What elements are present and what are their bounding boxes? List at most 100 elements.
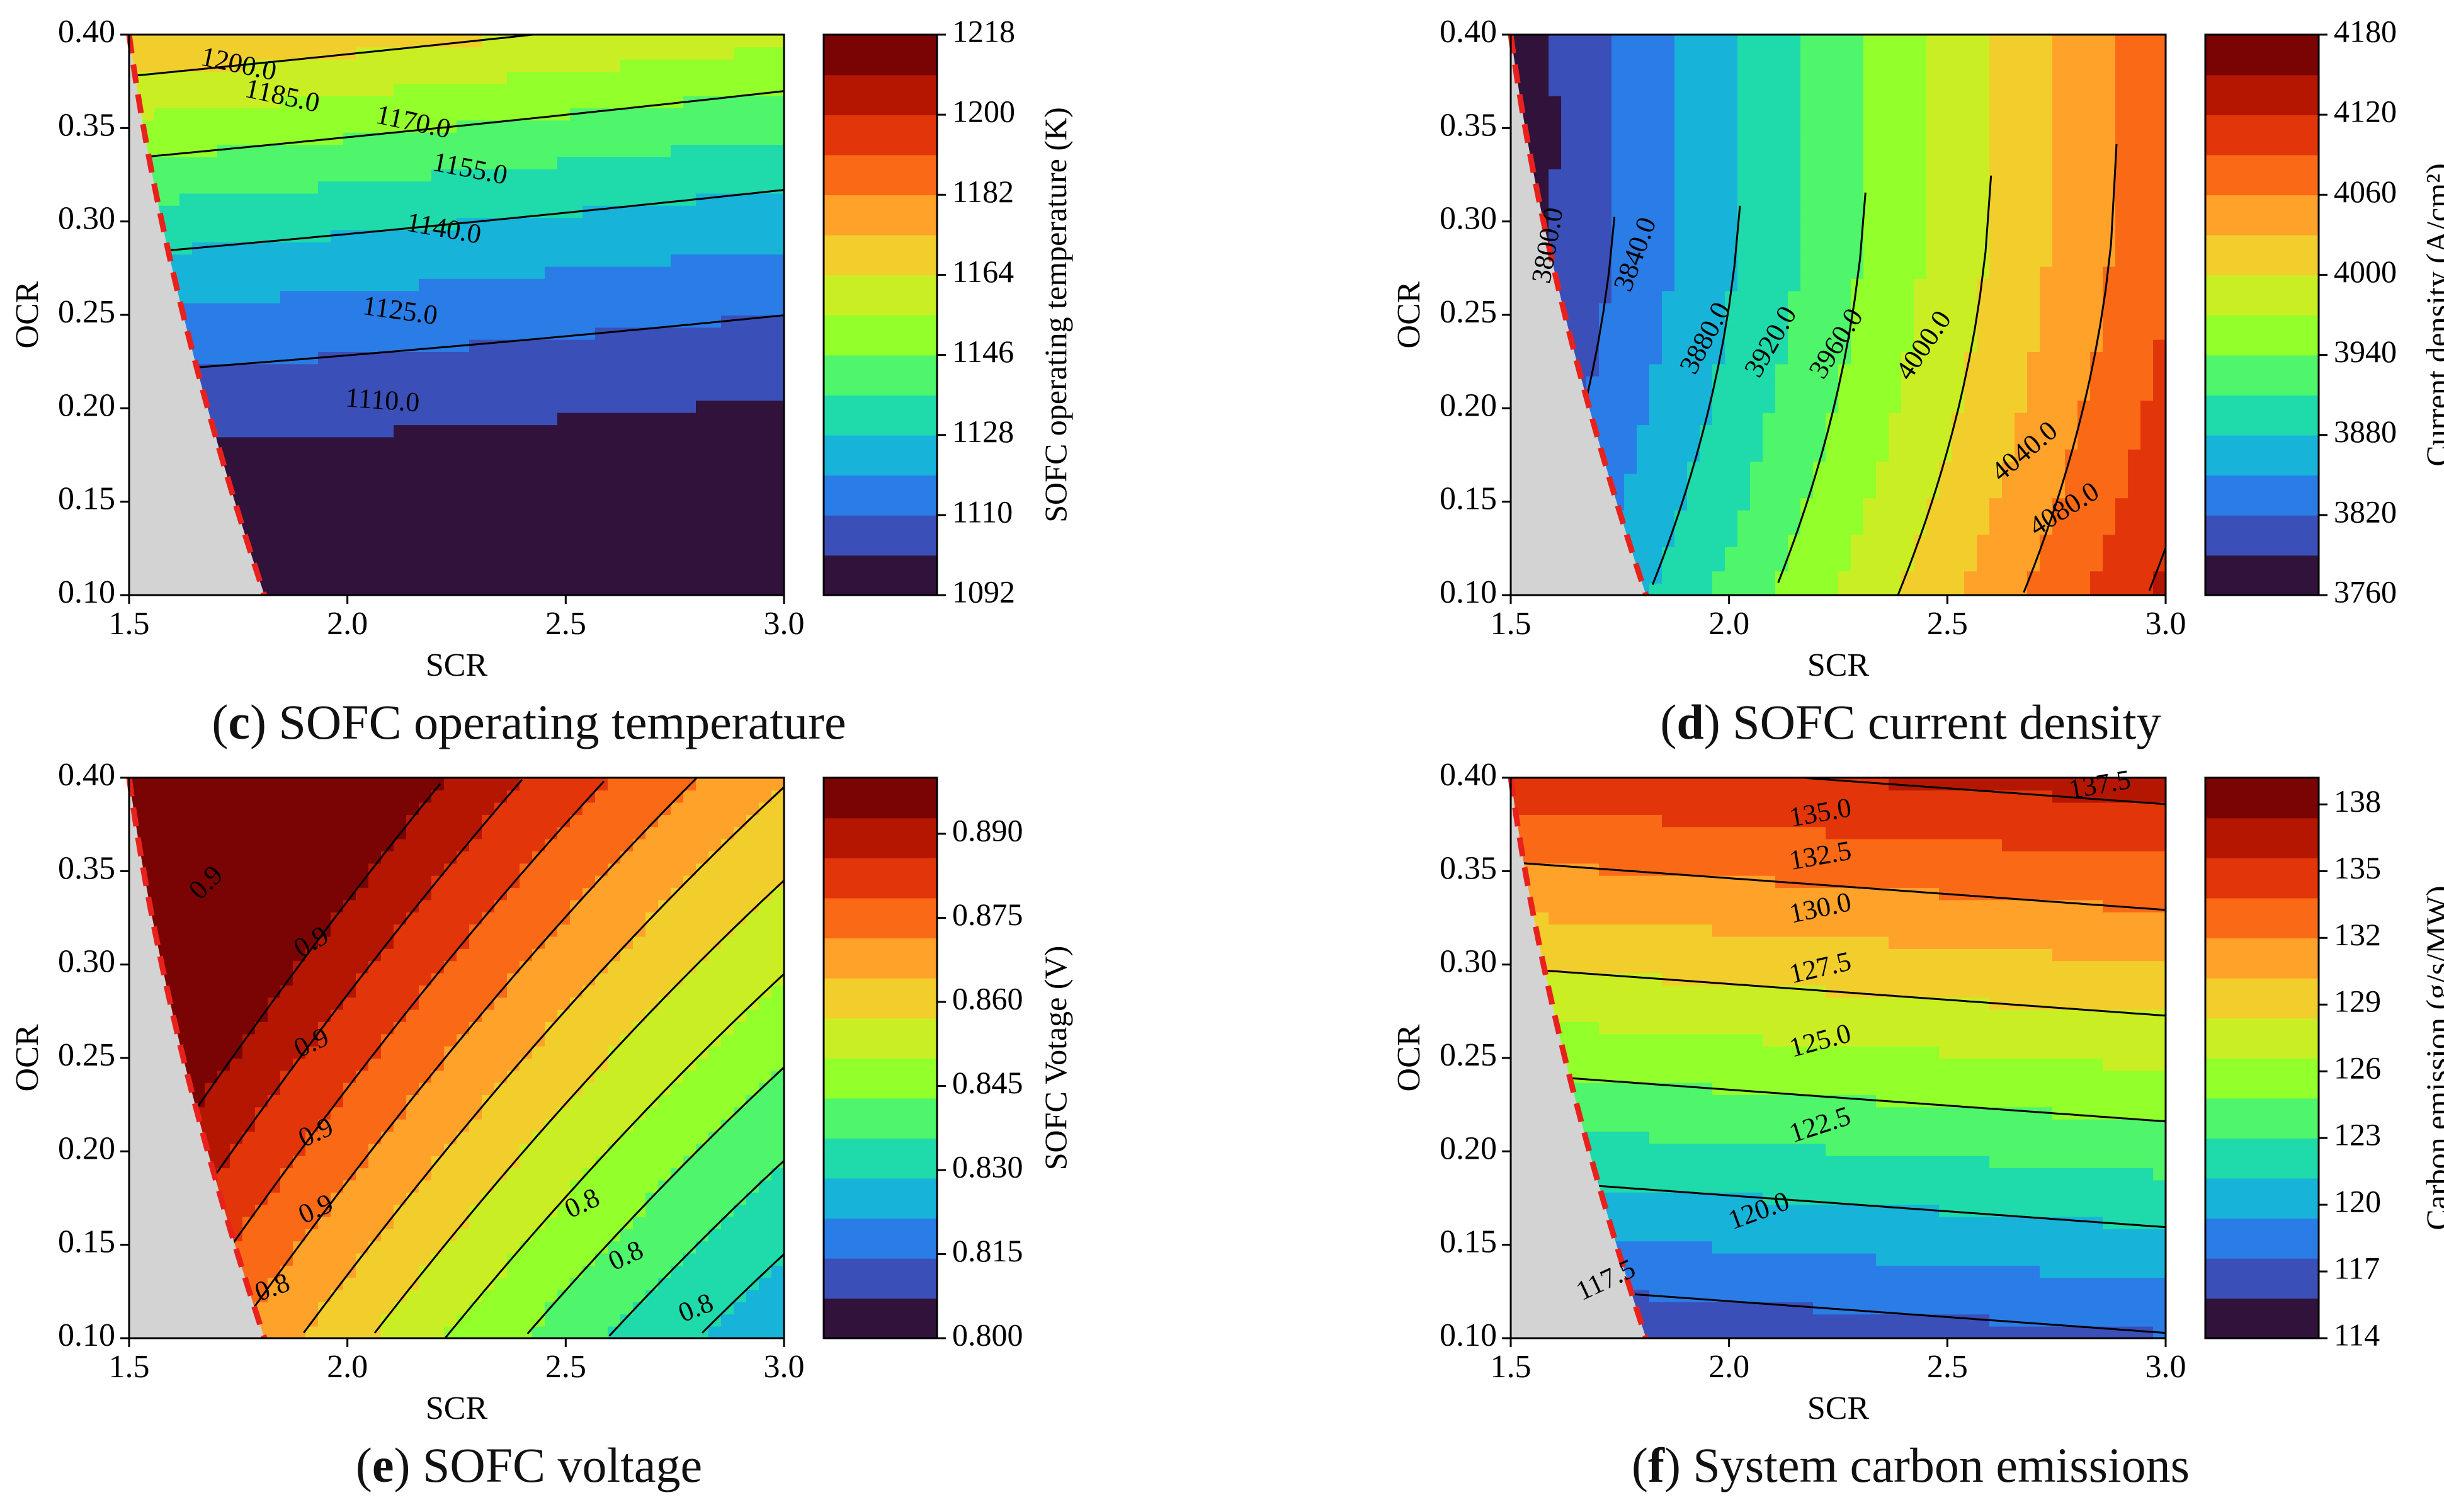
contour-cell bbox=[444, 363, 457, 377]
contour-cell bbox=[520, 156, 533, 169]
contour-cell bbox=[343, 193, 356, 206]
contour-cell bbox=[230, 290, 243, 304]
contour-cell bbox=[1687, 95, 1700, 108]
contour-cell bbox=[1800, 193, 1814, 206]
contour-cell bbox=[255, 181, 268, 194]
contour-cell bbox=[482, 571, 495, 584]
contour-cell bbox=[1964, 217, 1977, 230]
contour-cell bbox=[1901, 521, 1914, 535]
contour-cell bbox=[1687, 509, 1700, 523]
contour-cell bbox=[482, 278, 495, 292]
contour-cell bbox=[2140, 35, 2154, 48]
contour-cell bbox=[1763, 400, 1776, 413]
contour-cell bbox=[721, 241, 734, 255]
contour-cell bbox=[1637, 229, 1650, 242]
contour-cell bbox=[1611, 375, 1625, 389]
contour-cell bbox=[1712, 559, 1725, 572]
contour-cell bbox=[2052, 315, 2066, 328]
contour-cell bbox=[683, 388, 696, 401]
contour-cell bbox=[1649, 583, 1662, 595]
contour-cell bbox=[431, 120, 445, 133]
contour-cell bbox=[255, 315, 268, 328]
contour-cell bbox=[2002, 193, 2015, 206]
contour-cell bbox=[230, 120, 243, 133]
contour-cell bbox=[293, 351, 306, 365]
contour-cell bbox=[1763, 132, 1776, 145]
contour-cell bbox=[1952, 571, 1965, 584]
contour-cell bbox=[1700, 571, 1713, 584]
contour-cell bbox=[1712, 108, 1725, 121]
contour-cell bbox=[507, 120, 520, 133]
contour-cell bbox=[620, 327, 634, 340]
contour-cell bbox=[167, 35, 180, 48]
contour-cell bbox=[2103, 559, 2116, 572]
contour-cell bbox=[1964, 181, 1977, 194]
contour-cell bbox=[2077, 461, 2091, 474]
contour-cell bbox=[482, 351, 495, 365]
contour-cell bbox=[583, 241, 596, 255]
contour-cell bbox=[1964, 302, 1977, 315]
contour-cell bbox=[1611, 315, 1625, 328]
contour-cell bbox=[1851, 120, 1864, 133]
contour-cell bbox=[381, 71, 394, 84]
contour-cell bbox=[242, 509, 256, 523]
contour-cell bbox=[1662, 412, 1675, 426]
contour-cell bbox=[2040, 436, 2053, 450]
contour-cell bbox=[2002, 181, 2015, 194]
contour-cell bbox=[406, 254, 419, 267]
contour-cell bbox=[230, 144, 243, 157]
contour-cell bbox=[1876, 168, 1889, 182]
contour-cell bbox=[671, 71, 684, 84]
contour-cell bbox=[633, 205, 646, 219]
contour-cell bbox=[431, 59, 445, 72]
contour-cell bbox=[1549, 108, 1562, 121]
contour-cell bbox=[368, 83, 382, 96]
contour-cell bbox=[2140, 546, 2154, 559]
contour-cell bbox=[1926, 144, 1940, 157]
contour-cell bbox=[1549, 181, 1562, 194]
contour-cell bbox=[242, 375, 256, 389]
contour-cell bbox=[1788, 47, 1801, 60]
contour-cell bbox=[293, 205, 306, 219]
contour-cell bbox=[1952, 108, 1965, 121]
contour-cell bbox=[507, 448, 520, 462]
contour-cell bbox=[1624, 509, 1637, 523]
contour-cell bbox=[2115, 509, 2129, 523]
contour-cell bbox=[583, 571, 596, 584]
contour-cell bbox=[1700, 241, 1713, 255]
contour-cell bbox=[1611, 339, 1625, 352]
contour-cell bbox=[331, 473, 344, 486]
contour-cell bbox=[1725, 144, 1738, 157]
contour-cell bbox=[1964, 388, 1977, 401]
contour-cell bbox=[331, 156, 344, 169]
contour-cell bbox=[1775, 108, 1788, 121]
contour-cell bbox=[255, 339, 268, 352]
contour-cell bbox=[1901, 83, 1914, 96]
contour-cell bbox=[734, 290, 747, 304]
contour-cell bbox=[205, 315, 218, 328]
contour-cell bbox=[1914, 388, 1927, 401]
contour-cell bbox=[1574, 254, 1587, 267]
contour-cell bbox=[343, 559, 356, 572]
contour-cell bbox=[734, 35, 747, 48]
contour-cell bbox=[1725, 95, 1738, 108]
contour-cell bbox=[1838, 363, 1851, 377]
contour-cell bbox=[343, 327, 356, 340]
contour-cell bbox=[771, 83, 784, 96]
contour-cell bbox=[419, 71, 432, 84]
contour-cell bbox=[1788, 509, 1801, 523]
contour-cell bbox=[2090, 400, 2103, 413]
contour-cell bbox=[179, 181, 193, 194]
contour-cell bbox=[1574, 278, 1587, 292]
contour-cell bbox=[721, 351, 734, 365]
contour-cell bbox=[1674, 35, 1688, 48]
contour-cell bbox=[2027, 375, 2040, 389]
contour-cell bbox=[1737, 375, 1751, 389]
contour-cell bbox=[167, 108, 180, 121]
contour-cell bbox=[570, 424, 583, 438]
contour-cell bbox=[394, 132, 407, 145]
contour-cell bbox=[583, 35, 596, 48]
contour-cell bbox=[771, 47, 784, 60]
contour-cell bbox=[431, 485, 445, 499]
contour-cell bbox=[179, 144, 193, 157]
